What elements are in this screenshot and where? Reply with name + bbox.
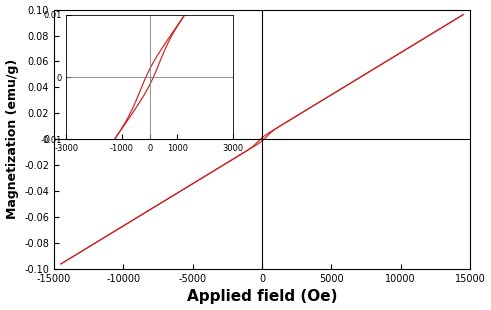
Y-axis label: Magnetization (emu/g): Magnetization (emu/g): [5, 59, 19, 219]
X-axis label: Applied field (Oe): Applied field (Oe): [187, 290, 337, 304]
